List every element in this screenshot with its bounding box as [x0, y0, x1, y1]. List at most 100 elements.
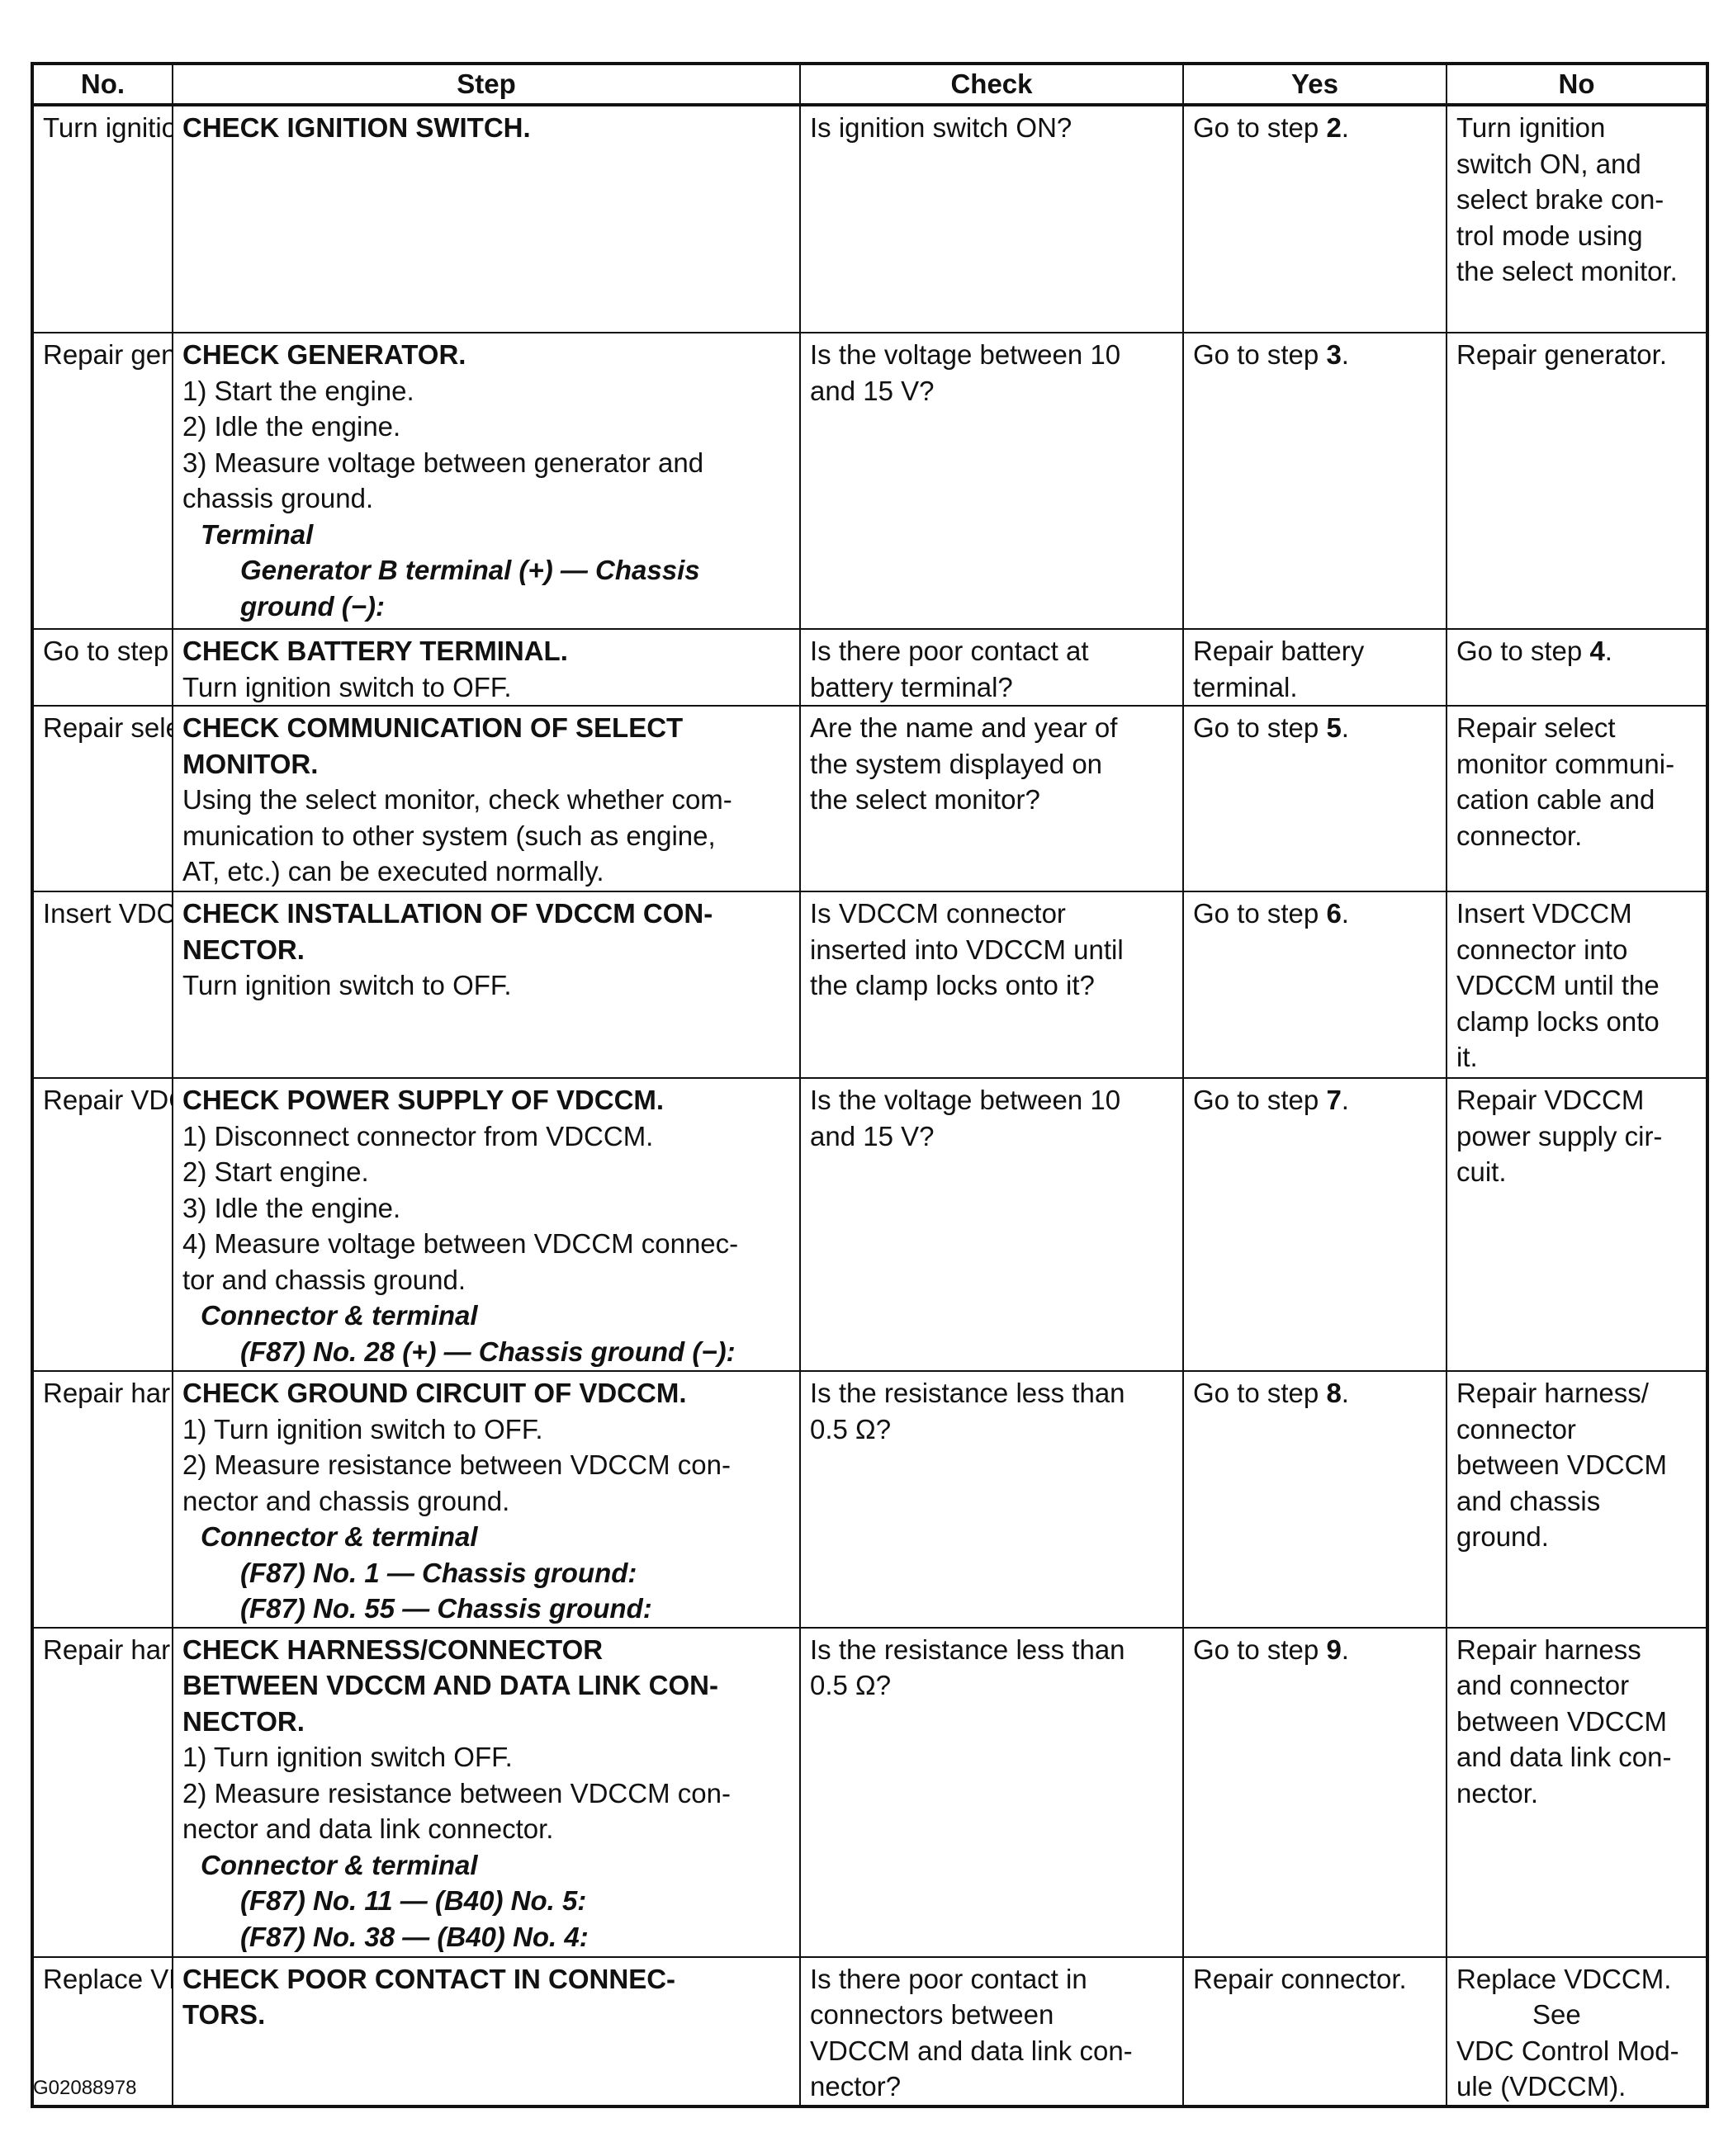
yes-text: Go to step — [1193, 1378, 1327, 1408]
no-cell: Turn ignition switch ON, and select brake … — [1446, 104, 1708, 333]
yes-cell: Go to step 5. — [1182, 705, 1447, 892]
header-step: Step — [172, 63, 801, 106]
step-line-title: CHECK GENERATOR. — [182, 339, 466, 370]
no-line: VDC Control Mod- — [1456, 2035, 1679, 2066]
yes-text: terminal. — [1193, 671, 1298, 702]
step-line-detail: Generator B terminal (+) — Chassis — [240, 555, 700, 585]
no-cell: Repair VDCCM power supply cir-cuit. — [1446, 1077, 1708, 1372]
no-line: nector. — [1456, 1777, 1539, 1808]
yes-cell: Go to step 6. — [1182, 891, 1447, 1079]
yes-text-end: . — [1341, 1085, 1349, 1115]
check-cell: Is ignition switch ON? — [799, 104, 1184, 333]
table-row: Repair harness,and connector,between VDC… — [31, 1626, 1708, 1958]
no-line: clamp locks onto — [1456, 1005, 1660, 1037]
step-line-text: 1) Turn ignition switch to OFF. — [182, 1413, 543, 1444]
step-line-text: 4) Measure voltage between VDCCM connec- — [182, 1228, 739, 1259]
check-line: Is the voltage between 10 — [810, 1085, 1121, 1115]
no-line: Repair harness/ — [1456, 1378, 1649, 1408]
table-row: Go to step |4|. CHECK BATTERY TERMINAL. Tu… — [31, 628, 1708, 707]
no-cell: Repair harness/connector between VDCCM and… — [1446, 1370, 1708, 1629]
no-line: between VDCCM — [1456, 1705, 1667, 1737]
step-cell: CHECK POWER SUPPLY OF VDCCM. 1) Disconnec… — [172, 1077, 801, 1372]
yes-cell: Go to step 3. — [1182, 332, 1447, 630]
step-line-detail: ground (−): — [240, 590, 386, 622]
yes-step-number: 6 — [1326, 898, 1342, 929]
step-line-detail: (F87) No. 38 — (B40) No. 4: — [240, 1921, 589, 1952]
yes-line: terminal. — [1193, 669, 1437, 705]
check-line: and 15 V? — [810, 1120, 935, 1151]
check-line: Is the resistance less than — [810, 1634, 1125, 1665]
check-line: Is the voltage between 10 — [810, 339, 1121, 370]
yes-text: Go to step — [1193, 1085, 1327, 1115]
step-cell: CHECK IGNITION SWITCH. — [172, 104, 801, 333]
check-cell: Is there poor contact in connectors betwe… — [799, 1955, 1184, 2107]
no-line: connector — [1456, 1413, 1576, 1444]
step-line-title: CHECK POWER SUPPLY OF VDCCM. — [182, 1085, 665, 1115]
no-line: Turn ignition — [1456, 112, 1606, 143]
no-line: ule (VDCCM). — [1456, 2071, 1626, 2102]
yes-cell: Go to step 2. — [1182, 104, 1447, 333]
step-line-label: Terminal — [201, 518, 314, 550]
yes-line: Go to step 9. — [1193, 1632, 1437, 1668]
step-line-title: CHECK GROUND CIRCUIT OF VDCCM. — [182, 1378, 687, 1408]
step-line-text: 2) Measure resistance between VDCCM con- — [182, 1777, 731, 1808]
yes-text: Repair battery — [1193, 636, 1365, 666]
no-line: select brake con- — [1456, 184, 1664, 215]
table-row: Replace VDCCM.,^See,VDC Control Mod-,ule… — [31, 1955, 1708, 2107]
step-line-title: CHECK HARNESS/CONNECTOR — [182, 1634, 604, 1665]
table-row: Insert VDCCM,connector into,VDCCM until … — [31, 891, 1708, 1079]
step-line-text: 2) Start engine. — [182, 1156, 369, 1187]
yes-line: Go to step 6. — [1193, 896, 1437, 932]
step-cell: CHECK INSTALLATION OF VDCCM CON- NECTOR. T… — [172, 891, 801, 1079]
step-line-text: Turn ignition switch to OFF. — [182, 671, 512, 702]
yes-text-end: . — [1341, 898, 1349, 929]
no-line: cation cable and — [1456, 784, 1655, 815]
step-line-text: 1) Turn ignition switch OFF. — [182, 1742, 513, 1772]
table-row: Repair VDCCM,power supply cir-,cuit.CHEC… — [31, 1077, 1708, 1372]
step-number: Repair generator. — [43, 339, 171, 370]
no-cell: Go to step 4. — [1446, 628, 1708, 707]
yes-line: Repair connector. — [1193, 1961, 1437, 1998]
check-cell: Is the resistance less than 0.5 Ω? — [799, 1370, 1184, 1629]
check-line: connectors between — [810, 1999, 1054, 2030]
yes-cell: Repair connector. — [1182, 1955, 1447, 2107]
yes-line: Go to step 2. — [1193, 110, 1437, 146]
step-cell: CHECK GROUND CIRCUIT OF VDCCM. 1) Turn ig… — [172, 1370, 801, 1629]
no-line: between VDCCM — [1456, 1449, 1667, 1480]
no-line: monitor communi- — [1456, 748, 1675, 779]
no-line: Go to step 4. — [1456, 636, 1612, 666]
yes-text: Go to step — [1193, 712, 1327, 743]
step-cell: CHECK HARNESS/CONNECTOR BETWEEN VDCCM AND… — [172, 1626, 801, 1958]
yes-text: Go to step — [1193, 339, 1327, 370]
step-line-title: CHECK BATTERY TERMINAL. — [182, 636, 568, 666]
yes-step-number: 8 — [1326, 1378, 1342, 1408]
yes-cell: Go to step 8. — [1182, 1370, 1447, 1629]
step-number: Go to step |4|. — [43, 636, 171, 666]
step-number-cell: Repair harness/,connector,between VDCCM,… — [31, 1370, 173, 1629]
no-line: Repair select — [1456, 712, 1616, 743]
step-line-title: CHECK INSTALLATION OF VDCCM CON- — [182, 898, 713, 929]
step-line-text: chassis ground. — [182, 483, 374, 513]
step-cell: CHECK GENERATOR. 1) Start the engine. 2) I… — [172, 332, 801, 630]
check-cell: Are the name and year of the system displ… — [799, 705, 1184, 892]
no-line: Repair harness — [1456, 1634, 1641, 1665]
yes-text: Go to step — [1193, 1634, 1327, 1665]
step-number: Repair select,monitor communi-,cation ca… — [43, 712, 171, 743]
no-cell: Repair select monitor communi-cation cabl… — [1446, 705, 1708, 892]
header-yes: Yes — [1182, 63, 1447, 106]
step-cell: CHECK POOR CONTACT IN CONNEC- TORS. — [172, 1955, 801, 2107]
step-line-text: Using the select monitor, check whether … — [182, 784, 732, 815]
check-cell: Is there poor contact at battery terminal… — [799, 628, 1184, 707]
step-cell: CHECK COMMUNICATION OF SELECT MONITOR. Usi… — [172, 705, 801, 892]
no-line: trol mode using — [1456, 220, 1643, 251]
yes-line: Go to step 3. — [1193, 337, 1437, 373]
step-number-cell: Repair select,monitor communi-,cation ca… — [31, 705, 173, 892]
yes-cell: Repair battery terminal. — [1182, 628, 1447, 707]
step-number: Repair harness,and connector,between VDC… — [43, 1634, 171, 1665]
step-line-detail: (F87) No. 28 (+) — Chassis ground (−): — [240, 1336, 736, 1367]
yes-step-number: 2 — [1326, 112, 1342, 143]
step-line-text: 3) Measure voltage between generator and — [182, 447, 704, 478]
yes-text: Go to step — [1193, 898, 1327, 929]
step-line-text: nector and data link connector. — [182, 1813, 554, 1844]
